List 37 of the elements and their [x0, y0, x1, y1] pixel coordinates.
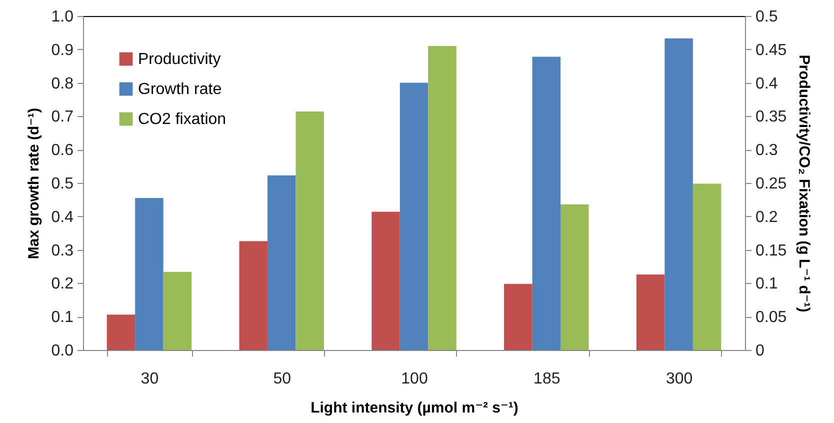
y-tick-label: 0.4 — [51, 208, 74, 226]
y-tick-label: 0.5 — [51, 176, 74, 192]
x-tick-label: 30 — [140, 370, 159, 388]
y2-tick-label: 0.15 — [756, 242, 787, 260]
y-tick-label: 0.3 — [51, 242, 74, 260]
bar — [532, 56, 561, 350]
legend-label: CO2 fixation — [138, 111, 226, 128]
y2-tick-label: 0.3 — [756, 142, 778, 160]
x-tick-label: 50 — [273, 370, 292, 388]
y2-tick-label: 0.5 — [756, 8, 778, 26]
y-tick-label: 1.0 — [51, 8, 74, 26]
y2-tick-label: 0.45 — [756, 42, 787, 59]
bar — [636, 274, 665, 350]
y-axis-title: Max growth rate (d⁻¹) — [25, 108, 42, 260]
x-tick-label: 300 — [666, 370, 693, 388]
y2-axis-title: Productivity/CO₂ Fixation (g L⁻¹ d⁻¹) — [796, 54, 813, 312]
legend-label: Growth rate — [138, 81, 222, 98]
y-tick-label: 0.1 — [51, 309, 74, 326]
bar — [504, 284, 532, 350]
y-tick-label: 0.8 — [51, 75, 74, 92]
y-tick-label: 0.2 — [51, 276, 74, 293]
bar — [106, 314, 136, 350]
y2-tick-label: 0.35 — [756, 108, 787, 126]
y2-tick-label: 0 — [756, 342, 764, 360]
y2-tick-label: 0.05 — [756, 309, 787, 326]
y2-tick-label: 0.25 — [756, 176, 787, 192]
y2-tick-label: 0.4 — [756, 75, 778, 92]
y-tick-label: 0.7 — [51, 108, 74, 126]
legend-label: Productivity — [138, 51, 221, 68]
y2-tick-label: 0.1 — [756, 276, 778, 293]
y2-tick-label: 0.2 — [756, 208, 778, 226]
x-tick-label: 185 — [534, 370, 560, 388]
y-tick-label: 0.9 — [51, 42, 74, 59]
y-tick-label: 0.6 — [51, 142, 74, 160]
x-axis-title: Light intensity (µmol m⁻² s⁻¹) — [310, 400, 518, 416]
x-tick-label: 100 — [401, 370, 428, 388]
y-tick-label: 0.0 — [51, 342, 74, 360]
